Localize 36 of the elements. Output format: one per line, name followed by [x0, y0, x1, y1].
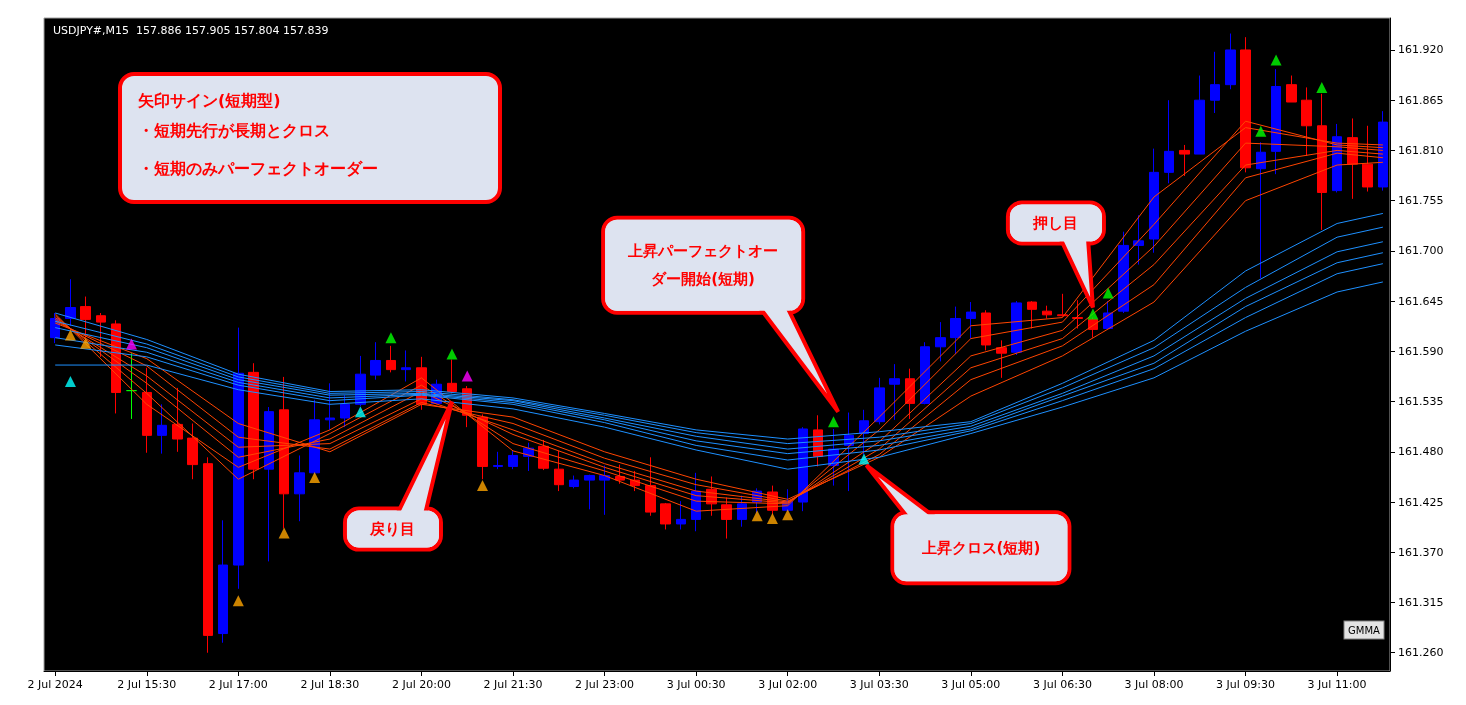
x-tick-label: 2 Jul 17:00	[208, 678, 268, 691]
y-tick-label: 161.700	[1398, 244, 1444, 258]
x-tick-label: 3 Jul 03:30	[849, 678, 909, 691]
y-tick-label: 161.370	[1398, 545, 1444, 559]
x-tick-label: 3 Jul 08:00	[1124, 678, 1184, 691]
annotation: 矢印サイン(短期型)	[137, 90, 282, 112]
y-tick-label: 161.480	[1398, 445, 1444, 459]
y-tick-label: 161.425	[1398, 495, 1444, 509]
x-tick-label: 3 Jul 02:00	[758, 678, 818, 691]
y-tick-label: 161.755	[1398, 194, 1444, 208]
annotation: ・短期のみパーフェクトオーダー	[137, 158, 379, 180]
x-tick-label: 2 Jul 2024	[27, 678, 83, 691]
x-tick-label: 3 Jul 09:30	[1216, 678, 1276, 691]
y-tick-label: 161.920	[1398, 43, 1444, 57]
y-tick-label: 161.590	[1398, 344, 1444, 358]
annotation: 上昇クロス(短期)	[892, 512, 1070, 584]
x-tick-label: 2 Jul 15:30	[117, 678, 177, 691]
x-tick-label: 3 Jul 05:00	[941, 678, 1001, 691]
y-tick-label: 161.535	[1398, 395, 1444, 409]
annotation: 戻り目	[344, 508, 441, 550]
x-tick-label: 2 Jul 20:00	[391, 678, 451, 691]
annotation: 上昇パーフェクトオーダー開始(短期)	[603, 217, 804, 313]
x-tick-label: 3 Jul 06:30	[1032, 678, 1092, 691]
annotation: ・短期先行が長期とクロス	[137, 120, 331, 142]
x-tick-label: 2 Jul 23:00	[575, 678, 635, 691]
y-tick-label: 161.865	[1398, 93, 1444, 107]
y-tick-label: 161.315	[1398, 596, 1444, 609]
x-tick-label: 3 Jul 11:00	[1307, 678, 1367, 691]
y-tick-label: 161.260	[1398, 646, 1444, 660]
x-tick-label: 2 Jul 21:30	[483, 678, 543, 691]
annotation: 押し目	[1007, 202, 1104, 244]
y-tick-label: 161.645	[1398, 294, 1444, 308]
text: USDJPY#,M15 157.886 157.905 157.804 157.839	[53, 24, 329, 37]
x-tick-label: 3 Jul 00:30	[666, 678, 726, 691]
x-tick-label: 2 Jul 18:30	[300, 678, 360, 691]
y-tick-label: 161.810	[1398, 143, 1444, 157]
